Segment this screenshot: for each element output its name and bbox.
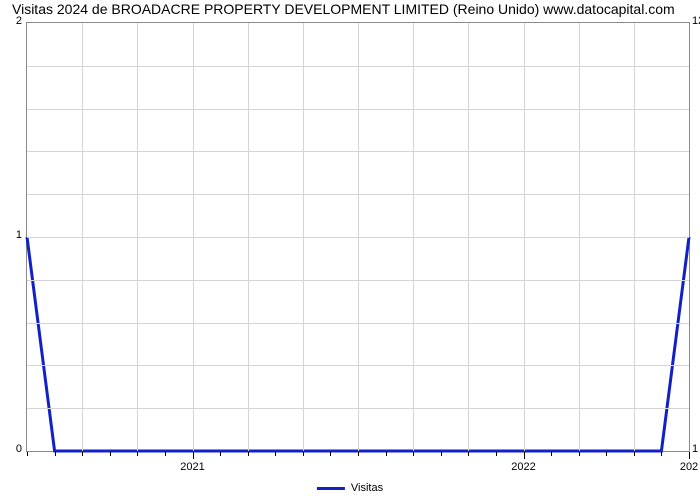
- y-tick-label: 2: [6, 15, 22, 27]
- y-right-label: 1: [692, 443, 698, 455]
- x-tick-label: 202: [680, 461, 698, 473]
- legend: Visitas: [317, 482, 383, 494]
- legend-label: Visitas: [351, 482, 383, 494]
- legend-swatch: [317, 487, 345, 490]
- plot-area: [26, 22, 690, 452]
- y-right-label: 12: [692, 15, 700, 27]
- y-tick-label: 0: [6, 443, 22, 455]
- chart-title: Visitas 2024 de BROADACRE PROPERTY DEVEL…: [12, 1, 694, 17]
- y-tick-label: 1: [6, 229, 22, 241]
- x-tick-label: 2021: [180, 461, 204, 473]
- x-tick-label: 2022: [511, 461, 535, 473]
- chart-container: Visitas 2024 de BROADACRE PROPERTY DEVEL…: [0, 0, 700, 500]
